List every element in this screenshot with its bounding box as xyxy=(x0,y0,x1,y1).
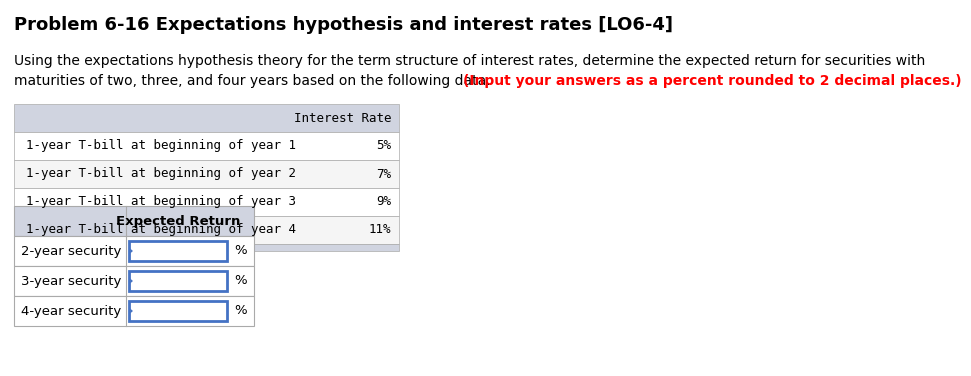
Text: %: % xyxy=(234,244,247,258)
Text: maturities of two, three, and four years based on the following data.: maturities of two, three, and four years… xyxy=(15,74,495,88)
Bar xyxy=(129,301,227,321)
Text: Problem 6-16 Expectations hypothesis and interest rates [LO6-4]: Problem 6-16 Expectations hypothesis and… xyxy=(15,16,673,34)
Polygon shape xyxy=(130,279,133,284)
Text: %: % xyxy=(234,274,247,288)
Text: Using the expectations hypothesis theory for the term structure of interest rate: Using the expectations hypothesis theory… xyxy=(15,54,925,68)
Polygon shape xyxy=(130,249,133,253)
Bar xyxy=(15,296,254,326)
Bar xyxy=(15,104,399,132)
Text: %: % xyxy=(234,305,247,317)
Bar xyxy=(15,206,254,236)
Text: 1-year T-bill at beginning of year 4: 1-year T-bill at beginning of year 4 xyxy=(26,223,296,237)
Text: Expected Return: Expected Return xyxy=(116,214,240,227)
Polygon shape xyxy=(130,308,133,314)
Bar xyxy=(129,271,227,291)
Bar xyxy=(15,266,254,296)
Bar xyxy=(15,188,399,216)
Bar xyxy=(15,160,399,188)
Bar xyxy=(129,241,227,261)
Text: Interest Rate: Interest Rate xyxy=(294,112,391,124)
Text: 11%: 11% xyxy=(369,223,391,237)
Text: 5%: 5% xyxy=(377,139,391,153)
Bar xyxy=(15,244,399,251)
Text: 7%: 7% xyxy=(377,167,391,180)
Text: 4-year security: 4-year security xyxy=(20,305,121,317)
Text: 3-year security: 3-year security xyxy=(20,274,121,288)
Text: 2-year security: 2-year security xyxy=(20,244,121,258)
Text: 1-year T-bill at beginning of year 2: 1-year T-bill at beginning of year 2 xyxy=(26,167,296,180)
Text: 1-year T-bill at beginning of year 1: 1-year T-bill at beginning of year 1 xyxy=(26,139,296,153)
Text: 1-year T-bill at beginning of year 3: 1-year T-bill at beginning of year 3 xyxy=(26,196,296,209)
Bar xyxy=(15,132,399,160)
Bar xyxy=(15,216,399,244)
Text: (Input your answers as a percent rounded to 2 decimal places.): (Input your answers as a percent rounded… xyxy=(463,74,962,88)
Text: 9%: 9% xyxy=(377,196,391,209)
Bar xyxy=(15,236,254,266)
